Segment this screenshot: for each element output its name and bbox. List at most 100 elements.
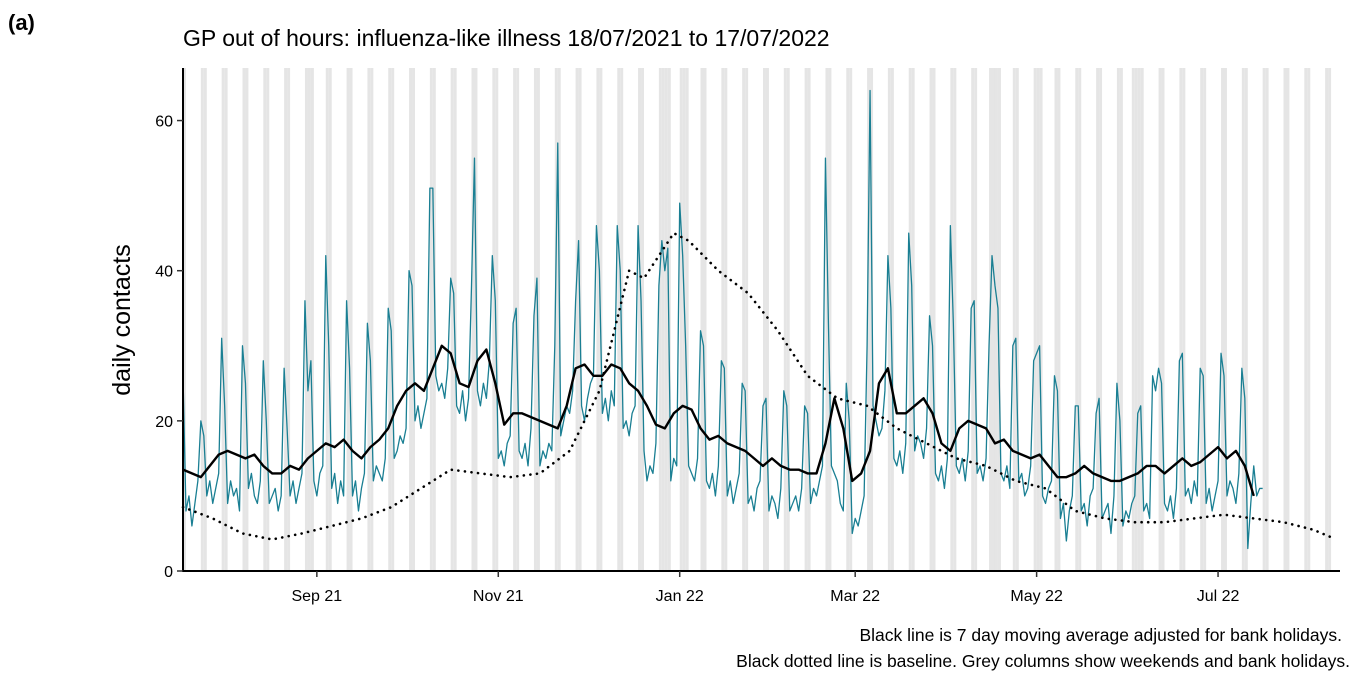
- shaded-day: [1096, 68, 1100, 571]
- y-tick-label: 20: [155, 414, 173, 431]
- shaded-day: [1140, 68, 1144, 571]
- shaded-day: [513, 68, 517, 571]
- shaded-day: [310, 68, 314, 571]
- shaded-day: [1116, 68, 1120, 571]
- shaded-day: [284, 68, 288, 571]
- shaded-day: [533, 68, 537, 571]
- shaded-day: [328, 68, 332, 571]
- shaded-day: [870, 68, 874, 571]
- shaded-day: [492, 68, 496, 571]
- shaded-day: [263, 68, 267, 571]
- y-tick-label: 40: [155, 264, 173, 281]
- shading: [183, 68, 1332, 571]
- shaded-day: [953, 68, 957, 571]
- shaded-day: [495, 68, 499, 571]
- x-tick-label: May 22: [1010, 588, 1063, 605]
- plot: [181, 89, 1333, 550]
- shaded-day: [453, 68, 457, 571]
- shaded-day: [1286, 68, 1290, 571]
- shaded-day: [1241, 68, 1245, 571]
- data-line: [182, 89, 1263, 550]
- shaded-day: [1262, 68, 1266, 571]
- shaded-day: [997, 68, 1001, 571]
- shaded-day: [200, 68, 204, 571]
- shaded-day: [703, 68, 707, 571]
- shaded-day: [575, 68, 579, 571]
- shaded-day: [1200, 68, 1204, 571]
- x-tick-label: Mar 22: [830, 588, 880, 605]
- shaded-day: [536, 68, 540, 571]
- shaded-day: [679, 68, 683, 571]
- shaded-day: [661, 68, 665, 571]
- shaded-day: [450, 68, 454, 571]
- shaded-day: [1075, 68, 1079, 571]
- shaded-day: [183, 68, 186, 571]
- shaded-day: [391, 68, 395, 571]
- note: Black dotted line is baseline. Grey colu…: [736, 651, 1350, 671]
- shaded-day: [1307, 68, 1311, 571]
- shaded-day: [783, 68, 787, 571]
- shaded-day: [1158, 68, 1162, 571]
- shaded-day: [745, 68, 749, 571]
- shaded-day: [1179, 68, 1183, 571]
- y-tick-label: 0: [164, 564, 173, 581]
- shaded-day: [658, 68, 662, 571]
- y-axis-label: daily contacts: [108, 244, 136, 395]
- shaded-day: [1203, 68, 1207, 571]
- shaded-day: [1039, 68, 1043, 571]
- shaded-day: [1265, 68, 1269, 571]
- shaded-day: [1328, 68, 1332, 571]
- shaded-day: [867, 68, 871, 571]
- shaded-day: [992, 68, 995, 571]
- shaded-day: [1134, 68, 1138, 571]
- panel-label: (a): [8, 10, 35, 35]
- shaded-day: [242, 68, 246, 571]
- shaded-day: [765, 68, 769, 571]
- x-tick-label: Nov 21: [473, 588, 524, 605]
- shaded-day: [1161, 68, 1165, 571]
- shaded-day: [1224, 68, 1227, 571]
- shaded-day: [1119, 68, 1123, 571]
- shaded-day: [890, 68, 894, 571]
- shaded-day: [971, 68, 975, 571]
- shaded-day: [221, 68, 225, 571]
- shaded-day: [700, 68, 704, 571]
- shaded-day: [370, 68, 374, 571]
- x-tick-label: Jul 22: [1197, 588, 1240, 605]
- shaded-day: [224, 68, 228, 571]
- shaded-day: [1244, 68, 1248, 571]
- shaded-day: [721, 68, 725, 571]
- shaded-day: [804, 68, 808, 571]
- shaded-day: [825, 68, 829, 571]
- shaded-day: [638, 68, 642, 571]
- shaded-day: [596, 68, 600, 571]
- x-tick-label: Jan 22: [656, 588, 704, 605]
- shaded-day: [203, 68, 207, 571]
- shaded-day: [304, 68, 308, 571]
- shaded-day: [994, 68, 998, 571]
- shaded-day: [1304, 68, 1308, 571]
- shaded-day: [1131, 68, 1135, 571]
- shaded-day: [1012, 68, 1016, 571]
- shaded-day: [908, 68, 912, 571]
- shaded-day: [807, 68, 811, 571]
- shaded-day: [762, 68, 766, 571]
- shaded-day: [828, 68, 832, 571]
- shaded-day: [887, 68, 891, 571]
- shaded-day: [1182, 68, 1186, 571]
- shaded-day: [846, 68, 850, 571]
- chart-title: GP out of hours: influenza-like illness …: [183, 25, 830, 51]
- shaded-day: [554, 68, 558, 571]
- shaded-day: [1325, 68, 1329, 571]
- data-line: [181, 231, 1333, 541]
- shaded-day: [346, 68, 350, 571]
- shaded-day: [349, 68, 353, 571]
- shaded-day: [1033, 68, 1037, 571]
- shaded-day: [974, 68, 978, 571]
- shaded-day: [1057, 68, 1061, 571]
- shaded-day: [1221, 68, 1225, 571]
- y-tick-label: 60: [155, 114, 173, 131]
- shaded-day: [1015, 68, 1019, 571]
